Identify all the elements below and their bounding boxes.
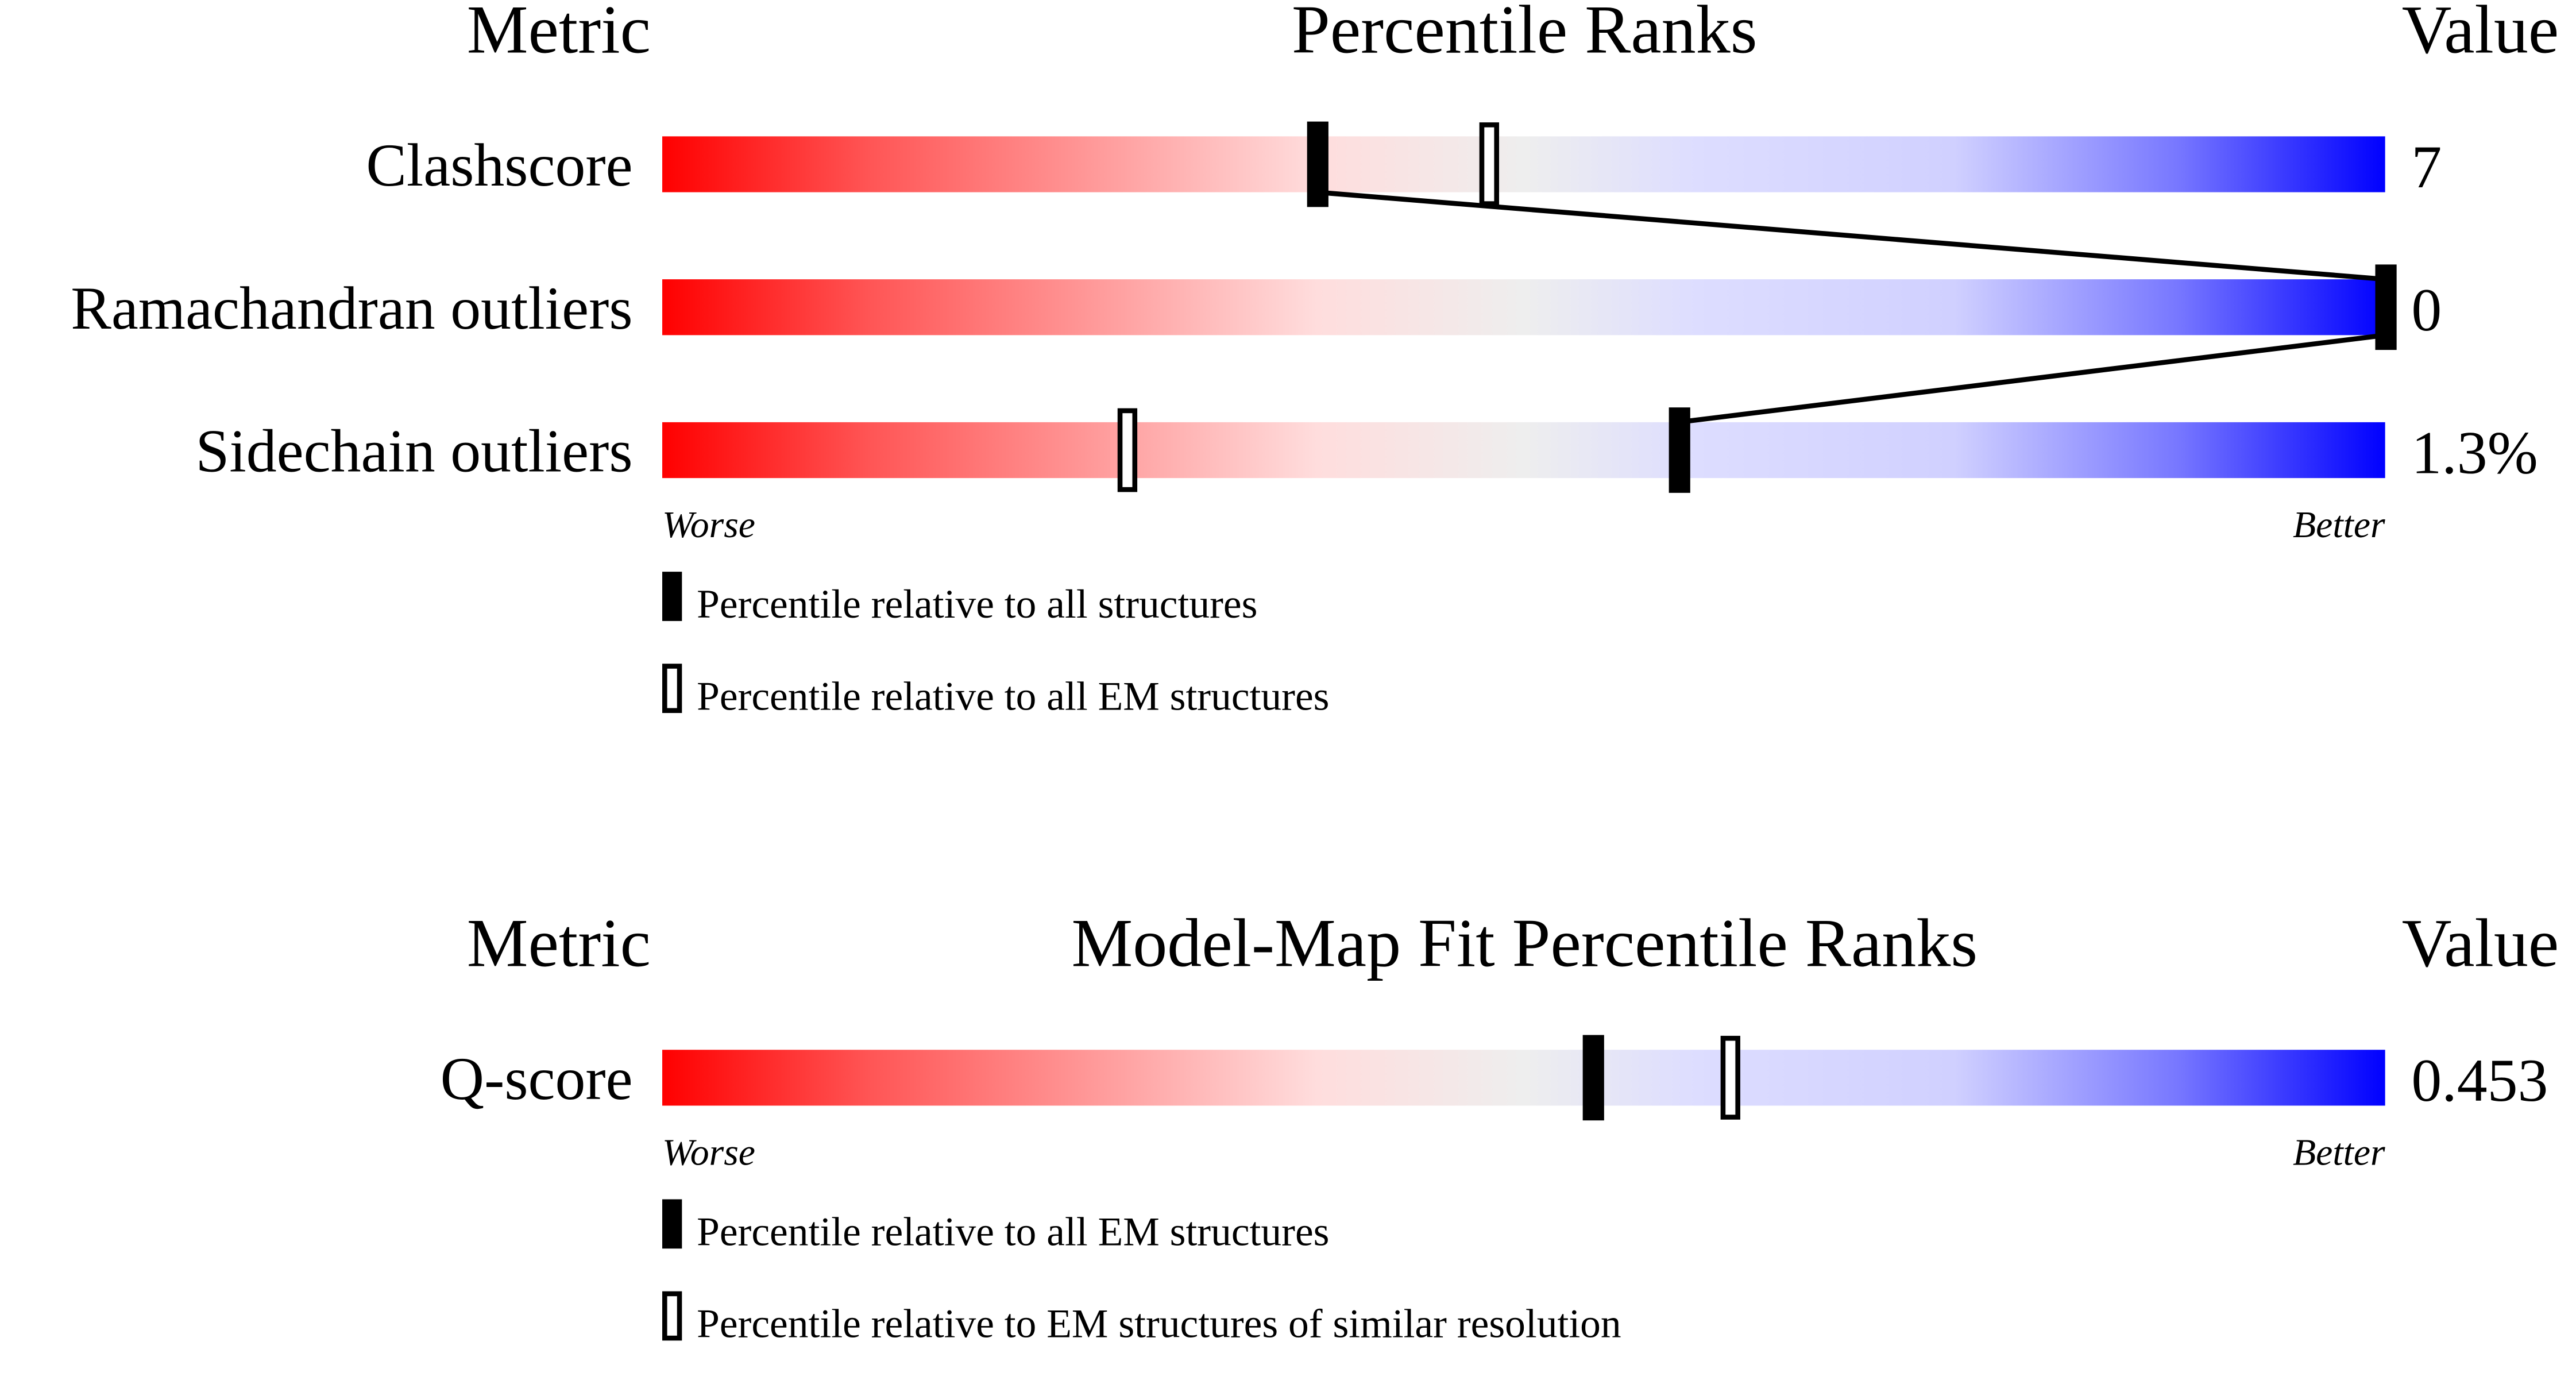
legend-open-marker-icon	[662, 664, 682, 714]
percentile-marker-filled	[1582, 1035, 1604, 1121]
better-label: Better	[2293, 504, 2385, 546]
value-header: Value	[2402, 0, 2559, 68]
legend-entry: Percentile relative to all EM structures	[697, 1209, 1329, 1255]
percentile-marker-filled	[1307, 121, 1328, 207]
connector-line	[1316, 190, 2386, 425]
chart-panel-1: Metric Model-Map Fit Percentile Ranks Valu…	[441, 904, 2559, 1346]
percentile-bar	[662, 422, 2385, 479]
chart-title: Percentile Ranks	[1292, 0, 1757, 68]
chart-title: Model-Map Fit Percentile Ranks	[1071, 904, 1978, 981]
percentile-marker-open	[1117, 408, 1138, 492]
worse-label: Worse	[662, 504, 755, 546]
legend-filled-marker-icon	[662, 572, 682, 621]
percentile-marker-filled	[2375, 264, 2397, 350]
legend-entry: Percentile relative to all EM structures	[697, 673, 1329, 719]
metric-header: Metric	[467, 0, 651, 68]
percentile-bar	[662, 1050, 2385, 1106]
metric-value: 0.453	[2411, 1047, 2548, 1114]
metric-value: 0	[2411, 276, 2442, 344]
legend-entry: Percentile relative to all structures	[697, 581, 1257, 627]
metric-header: Metric	[467, 904, 651, 981]
chart-panel-0: Metric Percentile Ranks Value Clashscore 7 Ra…	[71, 0, 2559, 719]
percentile-bar	[662, 279, 2385, 336]
metric-label: Clashscore	[366, 132, 632, 199]
percentile-bar	[662, 136, 2385, 192]
legend-filled-marker-icon	[662, 1199, 682, 1249]
metric-value: 1.3%	[2411, 419, 2538, 487]
legend-entry: Percentile relative to EM structures of …	[697, 1301, 1621, 1347]
metric-value: 7	[2411, 133, 2442, 201]
percentile-marker-open	[1720, 1035, 1740, 1120]
percentile-marker-filled	[1669, 407, 1690, 493]
percentile-marker-open	[1479, 122, 1500, 206]
value-header: Value	[2402, 904, 2559, 981]
metric-label: Q-score	[441, 1045, 633, 1112]
metric-label: Ramachandran outliers	[71, 275, 632, 342]
worse-label: Worse	[662, 1131, 755, 1173]
metric-label: Sidechain outliers	[196, 418, 633, 485]
legend-open-marker-icon	[662, 1291, 682, 1341]
better-label: Better	[2293, 1131, 2385, 1173]
